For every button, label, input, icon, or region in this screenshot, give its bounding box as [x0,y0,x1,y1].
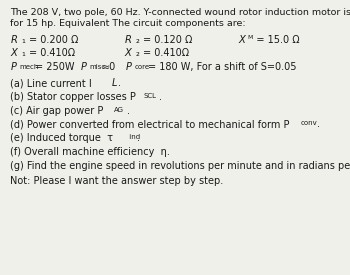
Text: (e) Induced torque  τ: (e) Induced torque τ [10,133,113,143]
Text: (c) Air gap power P: (c) Air gap power P [10,106,104,116]
Text: .: . [127,106,130,116]
Text: .: . [159,92,162,102]
Text: R: R [10,35,18,45]
Text: = 180 W, For a shift of S=0.05: = 180 W, For a shift of S=0.05 [148,62,297,72]
Text: (f) Overall machine efficiency  η.: (f) Overall machine efficiency η. [10,147,170,157]
Text: ₂ = 0.410Ω: ₂ = 0.410Ω [136,48,189,58]
Text: ₂ = 0.120 Ω: ₂ = 0.120 Ω [136,35,192,45]
Text: SCL: SCL [144,93,156,99]
Text: .: . [136,133,140,143]
Text: = 250W: = 250W [35,62,75,72]
Text: R: R [124,35,131,45]
Text: X: X [124,48,131,58]
Text: (a) Line current I: (a) Line current I [10,78,92,88]
Text: (b) Stator copper losses P: (b) Stator copper losses P [10,92,136,102]
Text: X: X [10,48,18,58]
Text: core: core [135,64,150,70]
Text: AG: AG [114,107,124,113]
Text: ≈0: ≈0 [102,62,117,72]
Text: ₁ = 0.200 Ω: ₁ = 0.200 Ω [22,35,78,45]
Text: P: P [10,62,16,72]
Text: ₁ = 0.410Ω: ₁ = 0.410Ω [22,48,75,58]
Text: ᴹ = 15.0 Ω: ᴹ = 15.0 Ω [248,35,300,45]
Text: (d) Power converted from electrical to mechanical form P: (d) Power converted from electrical to m… [10,119,290,129]
Text: P: P [80,62,86,72]
Text: for 15 hp. Equivalent The circuit components are:: for 15 hp. Equivalent The circuit compon… [10,19,246,28]
Text: The 208 V, two pole, 60 Hz. Y-connected wound rotor induction motor is rated: The 208 V, two pole, 60 Hz. Y-connected … [10,8,350,17]
Text: P: P [126,62,132,72]
Text: Not: Please I want the answer step by step.: Not: Please I want the answer step by st… [10,176,224,186]
Text: misc: misc [89,64,105,70]
Text: conv: conv [301,120,318,127]
Text: (g) Find the engine speed in revolutions per minute and in radians per second.: (g) Find the engine speed in revolutions… [10,161,350,170]
Text: ind: ind [127,134,140,140]
Text: .: . [317,119,320,129]
Text: X: X [238,35,245,45]
Text: .: . [118,78,121,88]
Text: mech: mech [19,64,38,70]
Text: L: L [112,78,117,88]
